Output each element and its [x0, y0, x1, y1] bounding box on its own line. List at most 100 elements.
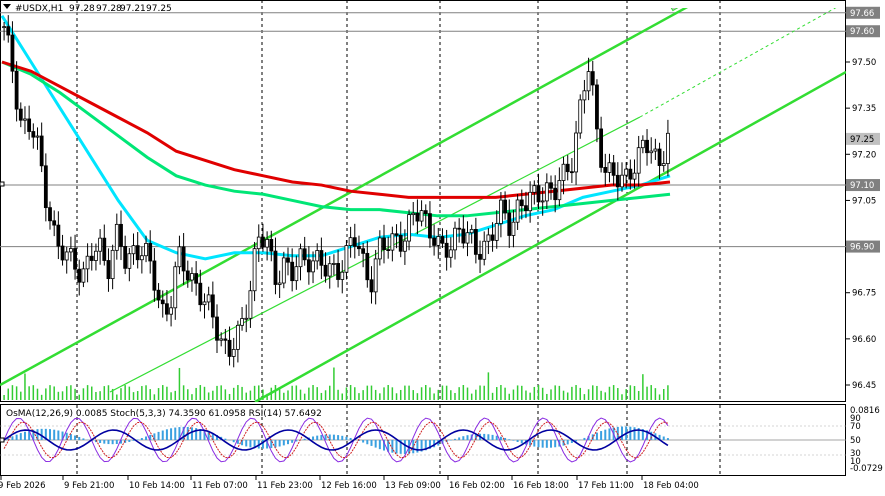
candle-body: [549, 182, 553, 189]
candle-body: [231, 348, 236, 357]
oscillator-header: OsMA(12,26,9) 0.0085 Stoch(5,3,3) 74.359…: [6, 409, 322, 419]
candle-body: [357, 245, 361, 250]
candle-body: [240, 318, 244, 326]
y-tick-label: 97.20: [852, 150, 876, 160]
candle-body: [68, 248, 73, 253]
price-tag: [846, 6, 880, 19]
candle-body: [436, 236, 441, 246]
candle-body: [352, 237, 357, 247]
candle-body: [666, 132, 670, 164]
candle-body: [473, 229, 478, 255]
price-axis: 97.50 97.35 97.20 97.05 96.75 96.60 96.45: [846, 58, 876, 391]
osc-handle-left: [0, 437, 5, 443]
candle-body: [2, 26, 6, 29]
candle-body: [114, 223, 119, 251]
candle-body: [210, 294, 215, 318]
candle-body: [348, 237, 353, 246]
candle-body: [306, 259, 311, 273]
candle-body: [148, 243, 153, 262]
candle-body: [499, 199, 503, 224]
candle-body: [89, 255, 94, 261]
candle-body: [206, 294, 211, 303]
x-tick-label: 17 Feb 11:00: [578, 481, 634, 491]
candle-body: [14, 70, 19, 110]
candle-body: [94, 250, 98, 261]
osc-axis-label: 0.0816: [850, 406, 880, 416]
candle-body: [519, 199, 524, 207]
x-tick-label: 9 Feb 21:00: [64, 481, 114, 491]
candle-body: [453, 227, 457, 251]
candle-body: [645, 139, 649, 154]
candle-body: [340, 271, 345, 280]
candle-body: [294, 266, 299, 282]
price-tag-label: 97.60: [850, 27, 874, 37]
candle-body: [135, 245, 140, 261]
candle-body: [586, 71, 591, 92]
horizontal-levels: [0, 12, 846, 248]
candle-body: [448, 249, 453, 258]
candle-body: [428, 213, 432, 239]
candle-body: [327, 263, 332, 277]
x-tick-label: 13 Feb 09:00: [385, 481, 441, 491]
candle-body: [632, 172, 637, 180]
candle-body: [290, 261, 295, 282]
candle-body: [85, 255, 90, 270]
candle-body: [31, 131, 36, 138]
level-handle-left: [0, 181, 5, 187]
candle-body: [465, 232, 470, 244]
x-tick-label: 11 Feb 07:00: [192, 481, 248, 491]
dropdown-triangle-icon[interactable]: [3, 4, 11, 9]
candle-body: [18, 108, 23, 121]
ma-line: [0, 15, 671, 261]
candle-body: [461, 228, 466, 244]
candle-body: [661, 163, 666, 166]
price-tags: 97.66 97.60 97.25 97.10 96.90: [846, 6, 880, 253]
candle-body: [64, 251, 69, 261]
time-axis: 9 Feb 2026 9 Feb 21:00 10 Feb 14:00 11 Feb …: [0, 476, 699, 491]
candle-body: [48, 207, 52, 222]
candle-body: [73, 248, 77, 270]
candle-body: [323, 264, 328, 277]
candle-body: [607, 162, 612, 173]
candle-body: [248, 290, 253, 319]
candle-body: [185, 270, 190, 281]
x-tick-label: 11 Feb 23:00: [257, 481, 313, 491]
candle-body: [440, 236, 445, 244]
candle-body: [60, 245, 65, 261]
candle-body: [156, 289, 161, 301]
candle-body: [332, 263, 336, 265]
candle-body: [302, 248, 307, 261]
candle-body: [553, 187, 558, 201]
candle-body: [315, 250, 320, 262]
candle-body: [265, 239, 270, 248]
candle-body: [490, 234, 495, 241]
candle-body: [402, 240, 407, 252]
osc-axis-label: 70: [850, 422, 861, 432]
channel-middle-line: [109, 116, 641, 393]
candle-body: [640, 139, 645, 149]
candle-body: [173, 266, 178, 309]
candle-body: [56, 224, 61, 247]
candles: [2, 15, 670, 368]
candle-body: [198, 282, 203, 306]
x-tick-label: 10 Feb 14:00: [129, 481, 185, 491]
candle-body: [415, 212, 420, 222]
candle-body: [27, 118, 32, 132]
osc-axis-label: 10: [850, 457, 861, 467]
candle-body: [423, 210, 428, 215]
candle-body: [223, 338, 228, 341]
candle-body: [478, 253, 482, 260]
x-tick-label: 9 Feb 2026: [0, 481, 46, 491]
y-tick-label: 96.75: [852, 289, 876, 299]
x-tick-label: 16 Feb 18:00: [513, 481, 569, 491]
candle-body: [252, 248, 257, 292]
candle-body: [532, 185, 537, 193]
candle-body: [628, 168, 633, 180]
osc-axis-label: 30: [850, 449, 861, 459]
osc-axis-label: -0.0729: [850, 464, 883, 474]
candle-body: [194, 273, 199, 284]
candle-body: [569, 171, 574, 174]
candle-body: [281, 257, 286, 284]
